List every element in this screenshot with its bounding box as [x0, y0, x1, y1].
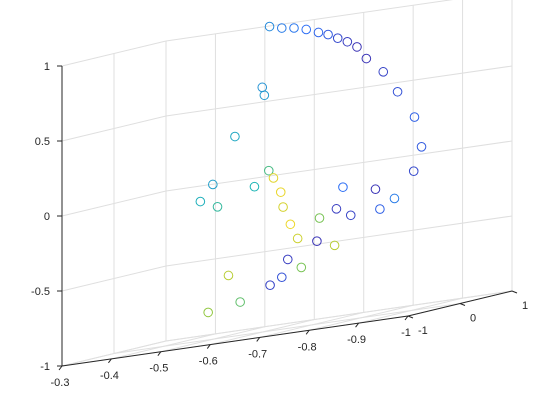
data-point: [249, 181, 260, 192]
data-point: [392, 86, 403, 97]
y-tick-label: -1: [418, 325, 428, 337]
x-axis-line: [61, 315, 409, 367]
data-point: [416, 142, 427, 152]
grid-line-y-floor: [113, 303, 461, 354]
data-point: [409, 112, 420, 122]
y-tick-mark: [407, 315, 414, 319]
data-point: [312, 236, 322, 246]
data-point: [301, 24, 312, 35]
data-point: [296, 262, 307, 273]
x-tick-label: -0.9: [347, 334, 366, 346]
grid-line-y-floor: [165, 290, 513, 342]
data-points: [195, 21, 427, 318]
data-point: [314, 213, 325, 223]
x-tick-mark: [355, 322, 359, 328]
data-point: [289, 23, 299, 33]
data-point: [282, 254, 293, 265]
data-point: [259, 90, 270, 101]
x-tick-mark: [256, 337, 261, 342]
x-tick-label: -0.3: [51, 377, 70, 389]
data-point: [389, 193, 400, 204]
x-tick-label: -0.6: [199, 356, 218, 368]
data-point: [223, 270, 234, 281]
data-point: [195, 196, 206, 207]
x-tick-mark: [206, 344, 211, 349]
data-point: [203, 307, 213, 318]
data-point: [345, 210, 356, 221]
z-tick-label: 0.5: [35, 136, 50, 148]
data-point: [329, 240, 340, 251]
data-point: [230, 131, 240, 142]
data-point: [292, 233, 303, 244]
y-tick-label: 0: [470, 313, 476, 325]
x-tick-mark: [305, 329, 310, 335]
y-tick-mark: [459, 303, 466, 306]
data-point: [370, 184, 381, 195]
data-point: [212, 202, 223, 212]
tick-labels: -0.3 -0.4 -0.5 -0.6 -0.7 -0.8 -0.9 -1 1 0 -1 1 0.5 0 -…: [31, 61, 528, 389]
data-point: [338, 182, 348, 192]
grid-line-z-back: [165, 215, 513, 267]
y-tick-mark: [511, 290, 518, 294]
data-point: [264, 21, 275, 32]
x-tick-mark: [58, 365, 63, 371]
z-tick-label: 1: [44, 61, 50, 73]
z-tick-label: 0: [44, 211, 50, 223]
axis-lines: [57, 65, 518, 371]
grid-line-z-back: [165, 65, 513, 117]
data-point: [361, 53, 372, 64]
x-tick-mark: [157, 351, 162, 357]
z-tick-label: -0.5: [31, 286, 50, 298]
data-point: [323, 29, 333, 40]
x-tick-mark: [404, 315, 409, 321]
x-tick-label: -0.5: [149, 363, 168, 375]
z-tick-label: -1: [40, 361, 50, 373]
x-tick-label: -1: [401, 327, 411, 339]
data-point: [276, 23, 287, 33]
data-point: [263, 165, 274, 176]
data-point: [408, 166, 419, 176]
x-tick-label: -0.4: [100, 370, 119, 382]
x-tick-label: -0.8: [298, 341, 317, 353]
data-point: [235, 297, 245, 307]
data-point: [278, 202, 288, 212]
y-tick-label: 1: [522, 300, 528, 312]
data-point: [285, 219, 296, 230]
data-point: [342, 36, 353, 47]
data-point: [275, 187, 286, 197]
grid-lines: [61, 0, 513, 367]
grid-line-z-back: [165, 0, 454, 42]
data-point: [277, 272, 287, 283]
data-point: [378, 67, 389, 77]
grid-line-z-back: [165, 140, 513, 192]
data-point: [313, 27, 324, 38]
data-point: [331, 204, 342, 214]
data-point: [208, 179, 218, 190]
data-point: [268, 173, 279, 183]
data-point: [332, 33, 343, 43]
data-point: [265, 280, 275, 290]
data-point: [375, 204, 385, 214]
x-tick-mark: [108, 358, 112, 364]
data-point: [352, 42, 362, 52]
x-tick-label: -0.7: [248, 348, 267, 360]
